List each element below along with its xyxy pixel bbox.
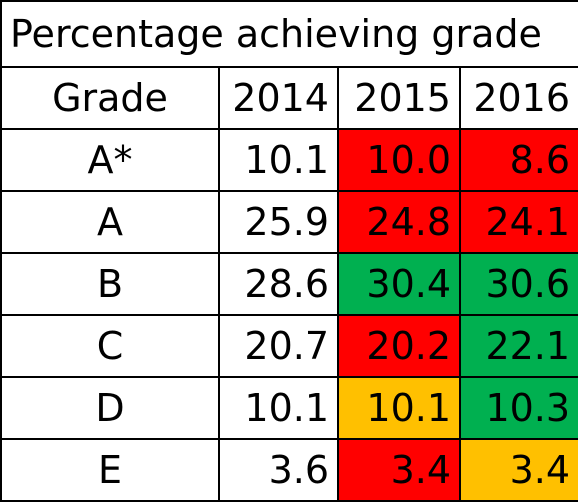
value-cell: 10.1 xyxy=(218,128,339,192)
value-cell: 28.6 xyxy=(218,252,339,316)
value-cell: 10.1 xyxy=(337,376,461,440)
header-row: Grade 2014 2015 2016 xyxy=(0,66,578,130)
value-cell: 3.4 xyxy=(458,438,578,502)
value-cell: 20.7 xyxy=(218,314,339,378)
value-cell: 24.1 xyxy=(458,190,578,254)
value-cell: 10.0 xyxy=(337,128,461,192)
table-row: C 20.7 20.2 22.1 xyxy=(0,314,578,378)
value-cell: 3.4 xyxy=(337,438,461,502)
table-row: D 10.1 10.1 10.3 xyxy=(0,376,578,440)
grade-cell: B xyxy=(0,252,220,316)
value-cell: 30.4 xyxy=(337,252,461,316)
column-header-2016: 2016 xyxy=(458,66,578,130)
table-title: Percentage achieving grade xyxy=(0,0,578,68)
column-header-2014: 2014 xyxy=(218,66,339,130)
value-cell: 10.3 xyxy=(458,376,578,440)
grade-cell: E xyxy=(0,438,220,502)
grade-cell: D xyxy=(0,376,220,440)
title-row: Percentage achieving grade xyxy=(0,0,578,68)
table-row: E 3.6 3.4 3.4 xyxy=(0,438,578,502)
value-cell: 3.6 xyxy=(218,438,339,502)
table-row: A 25.9 24.8 24.1 xyxy=(0,190,578,254)
value-cell: 22.1 xyxy=(458,314,578,378)
table-row: A* 10.1 10.0 8.6 xyxy=(0,128,578,192)
value-cell: 8.6 xyxy=(458,128,578,192)
grade-cell: A xyxy=(0,190,220,254)
value-cell: 10.1 xyxy=(218,376,339,440)
value-cell: 30.6 xyxy=(458,252,578,316)
value-cell: 25.9 xyxy=(218,190,339,254)
column-header-grade: Grade xyxy=(0,66,220,130)
column-header-2015: 2015 xyxy=(337,66,461,130)
grade-cell: C xyxy=(0,314,220,378)
value-cell: 20.2 xyxy=(337,314,461,378)
table-row: B 28.6 30.4 30.6 xyxy=(0,252,578,316)
grade-cell: A* xyxy=(0,128,220,192)
value-cell: 24.8 xyxy=(337,190,461,254)
